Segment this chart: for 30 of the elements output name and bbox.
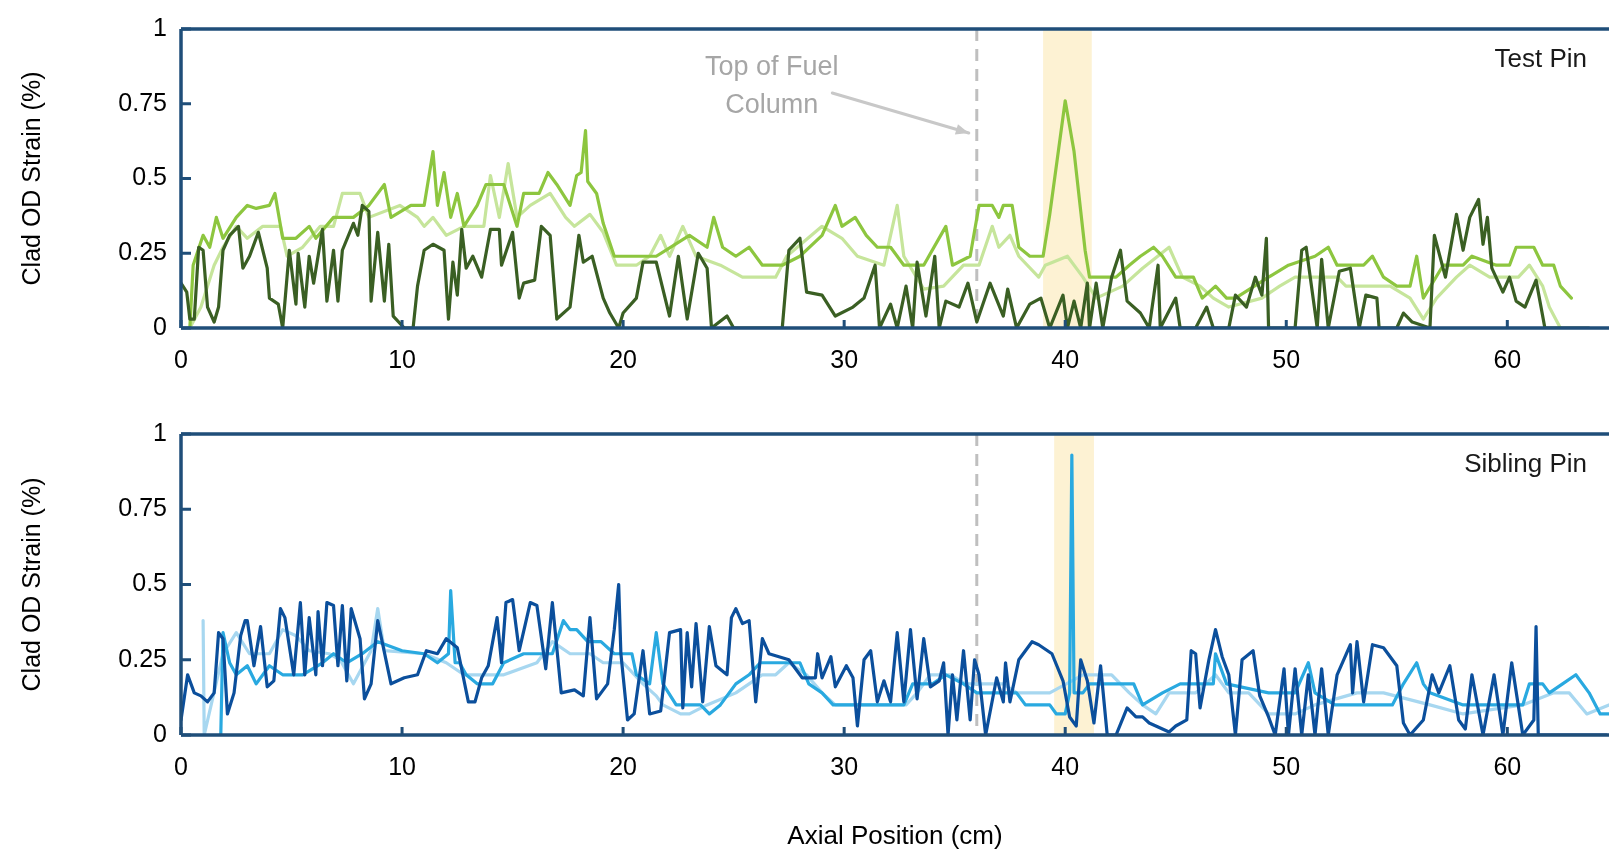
y-tick-label: 0.5 [132, 568, 167, 597]
x-axis-title: Axial Position (cm) [787, 819, 1003, 850]
x-tick-label: 60 [1493, 751, 1522, 780]
x-tick-label: 30 [830, 344, 859, 373]
x-tick-label: 40 [1051, 344, 1080, 373]
y-tick-label: 0.5 [132, 162, 167, 191]
x-tick-label: 10 [388, 344, 416, 373]
y-tick-label: 1 [153, 12, 167, 41]
x-tick-label: 30 [830, 751, 859, 780]
annotation: Sibling Pin [1464, 448, 1587, 478]
x-tick-label: 60 [1493, 344, 1522, 373]
x-tick-label: 50 [1272, 751, 1301, 780]
x-tick-label: 50 [1272, 344, 1301, 373]
x-tick-label: 0 [174, 751, 188, 780]
x-tick-label: 20 [609, 344, 638, 373]
x-tick-label: 40 [1051, 751, 1080, 780]
y-tick-label: 0.75 [118, 87, 167, 116]
x-tick-label: 20 [609, 751, 638, 780]
y-tick-label: 0 [153, 718, 167, 747]
y-tick-label: 0.25 [118, 643, 167, 672]
x-tick-label: 0 [174, 344, 188, 373]
x-tick-label: 10 [388, 751, 416, 780]
y-axis-title: Clad OD Strain (%) [16, 71, 45, 286]
y-axis-title: Clad OD Strain (%) [16, 477, 45, 692]
y-tick-label: 0 [153, 311, 167, 340]
annotation: Test Pin [1494, 43, 1587, 73]
y-tick-label: 0.25 [118, 237, 167, 266]
ref-line-label: Top of Fuel Column [705, 51, 839, 119]
y-tick-label: 1 [153, 417, 167, 446]
y-tick-label: 0.75 [118, 493, 167, 522]
